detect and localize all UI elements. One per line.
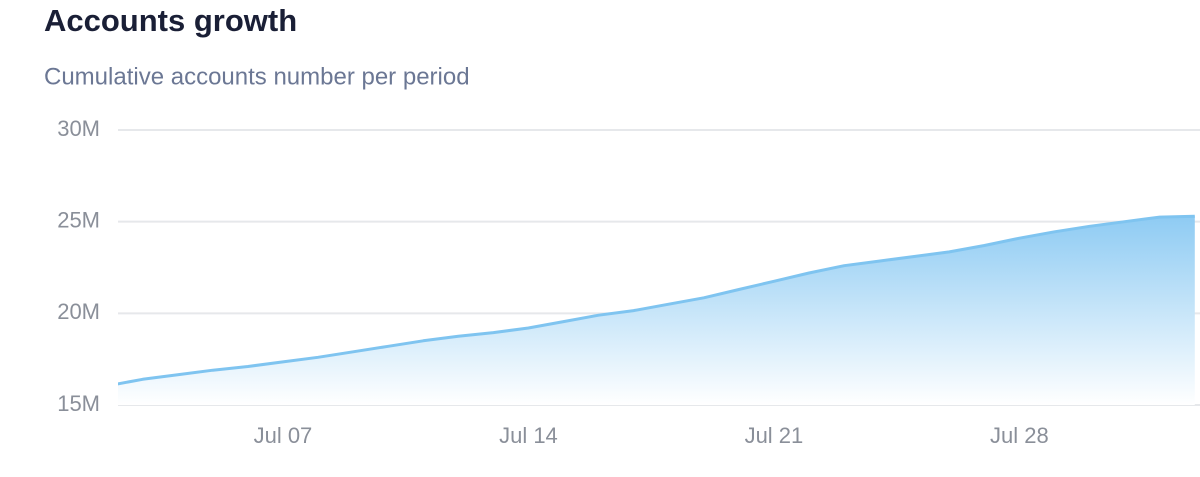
x-tick-label: Jul 14 [499, 423, 558, 448]
area-fill [118, 216, 1195, 405]
chart-title: Accounts growth [44, 3, 297, 38]
area-line [118, 214, 1195, 386]
x-tick-label: Jul 28 [990, 423, 1049, 448]
y-tick-label: 15M [57, 391, 100, 416]
x-tick-label: Jul 21 [745, 423, 804, 448]
y-tick-label: 25M [57, 207, 100, 232]
y-tick-label: 20M [57, 299, 100, 324]
plot-area [118, 214, 1195, 405]
x-tick-label: Jul 07 [254, 423, 313, 448]
chart-subtitle: Cumulative accounts number per period [44, 63, 470, 90]
y-tick-label: 30M [57, 116, 100, 141]
